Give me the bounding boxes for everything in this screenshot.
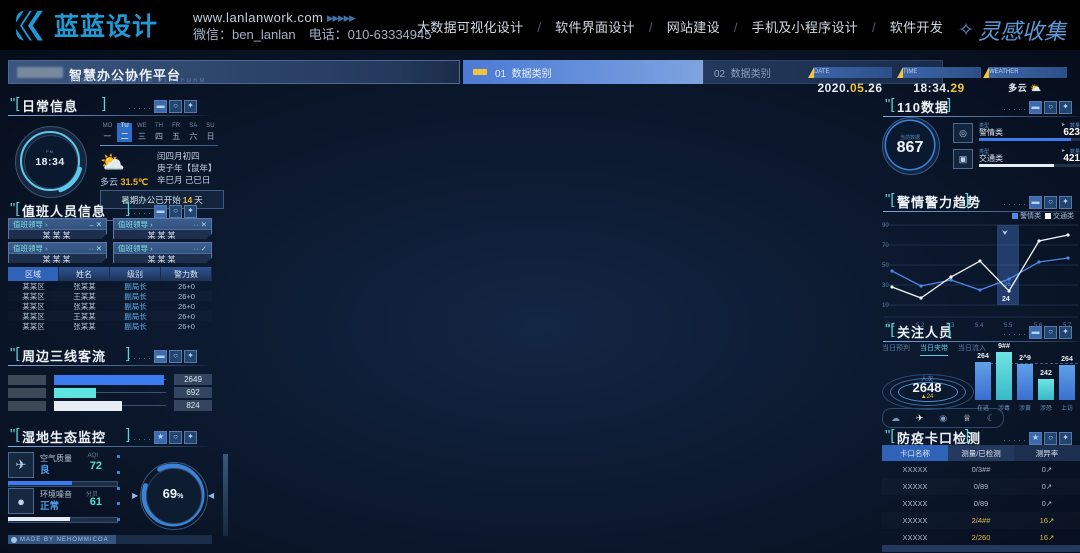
svg-text:36: 36 [1004, 282, 1011, 288]
svg-text:⮟: ⮟ [1002, 230, 1008, 237]
svg-text:10: 10 [882, 303, 889, 309]
svg-text:90: 90 [882, 223, 889, 229]
svg-text:30: 30 [882, 283, 889, 289]
svg-text:70: 70 [882, 243, 889, 249]
svg-text:50: 50 [882, 263, 889, 269]
svg-text:24: 24 [1002, 296, 1010, 303]
